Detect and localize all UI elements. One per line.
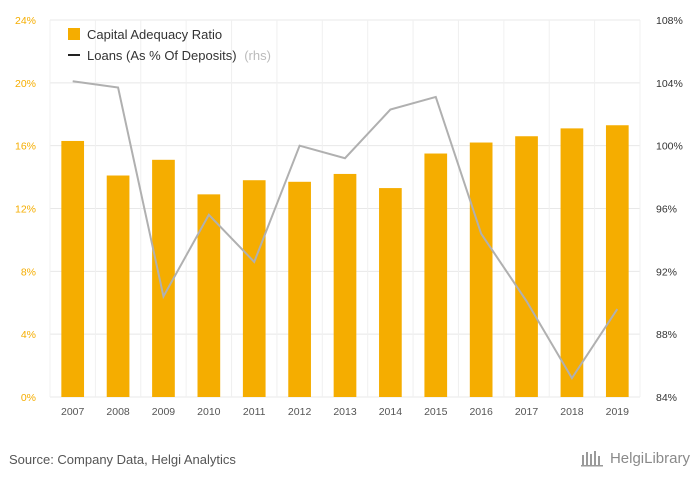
bar-2011 (242, 180, 266, 397)
library-icon (580, 451, 603, 467)
bar-2017 (515, 136, 538, 397)
legend-line-suffix: (rhs) (244, 48, 271, 63)
line-series (72, 80, 619, 381)
left-tick-label: 4% (21, 329, 36, 341)
x-tick-label: 2014 (379, 406, 403, 418)
x-axis-labels: 2007 2008 2009 2010 2011 2012 2013 2014 2015 2016… (61, 406, 629, 418)
left-tick-label: 8% (21, 266, 36, 278)
grid (49, 19, 641, 398)
right-tick-label: 108% (656, 15, 683, 27)
x-tick-label: 2012 (288, 406, 312, 418)
x-tick-label: 2018 (560, 406, 584, 418)
x-tick-label: 2011 (243, 406, 266, 418)
left-tick-label: 20% (15, 78, 36, 90)
right-tick-label: 96% (656, 204, 677, 216)
x-tick-label: 2009 (152, 406, 176, 418)
source-text: Source: Company Data, Helgi Analytics (9, 452, 236, 467)
bar-2016 (469, 142, 493, 397)
right-tick-label: 92% (656, 266, 677, 278)
bar-2008 (106, 175, 130, 397)
right-tick-label: 104% (656, 78, 683, 90)
bar-2007 (61, 140, 85, 397)
x-tick-label: 2013 (333, 406, 357, 418)
legend: Capital Adequacy Ratio Loans (As % Of De… (68, 27, 271, 63)
left-tick-label: 0% (21, 392, 36, 404)
bar-2010 (197, 194, 221, 397)
bar-2013 (333, 173, 357, 397)
x-tick-label: 2016 (469, 406, 493, 418)
left-tick-label: 16% (15, 141, 36, 153)
helgi-library-logo: HelgiLibrary (580, 449, 690, 467)
chart: 2007 2008 2009 2010 2011 2012 2013 2014 2015 2016… (15, 15, 683, 418)
left-tick-label: 12% (15, 204, 36, 216)
right-tick-label: 88% (656, 329, 677, 341)
left-axis-labels: 0% 4% 8% 12% 16% 20% 24% (15, 15, 36, 404)
legend-line-name: Loans (As % Of Deposits) (87, 48, 237, 63)
left-tick-label: 24% (15, 15, 36, 27)
right-tick-label: 100% (656, 141, 683, 153)
x-tick-label: 2015 (424, 406, 448, 418)
legend-label-line: Loans (As % Of Deposits) (rhs) (87, 48, 271, 63)
x-tick-label: 2019 (606, 406, 630, 418)
footer: Source: Company Data, Helgi Analytics He… (0, 437, 700, 483)
bar-2014 (379, 188, 402, 397)
right-axis-labels: 84% 88% 92% 96% 100% 104% 108% (656, 15, 683, 404)
bar-2019 (605, 125, 629, 397)
legend-label-bar: Capital Adequacy Ratio (87, 27, 222, 42)
bar-2018 (560, 128, 584, 397)
x-tick-label: 2007 (61, 406, 85, 418)
logo-text: HelgiLibrary (609, 449, 690, 467)
legend-swatch-bar (68, 28, 80, 40)
bar-2015 (424, 153, 448, 397)
right-tick-label: 84% (656, 392, 677, 404)
bar-series (61, 125, 629, 397)
x-tick-label: 2008 (106, 406, 130, 418)
x-tick-label: 2017 (515, 406, 539, 418)
x-tick-label: 2010 (197, 406, 221, 418)
bar-2012 (288, 181, 311, 397)
bar-2009 (152, 159, 175, 397)
